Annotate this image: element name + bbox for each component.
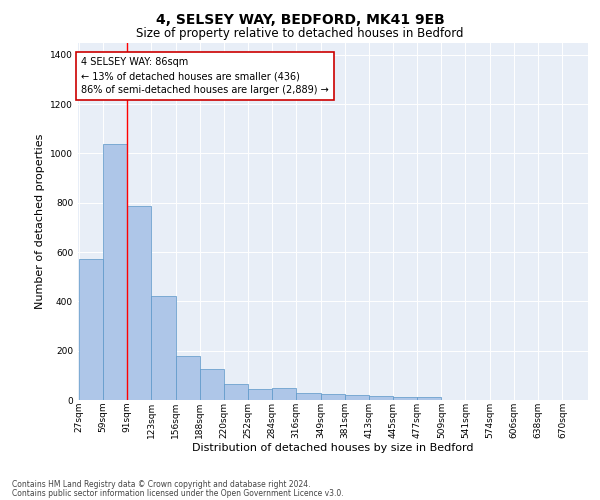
Bar — [345, 394, 369, 400]
Bar — [272, 388, 296, 400]
Text: 4 SELSEY WAY: 86sqm
← 13% of detached houses are smaller (436)
86% of semi-detac: 4 SELSEY WAY: 86sqm ← 13% of detached ho… — [81, 58, 329, 96]
Text: Contains public sector information licensed under the Open Government Licence v3: Contains public sector information licen… — [12, 489, 344, 498]
Bar — [127, 206, 151, 400]
Bar — [321, 394, 345, 400]
Bar — [369, 396, 393, 400]
Text: 4, SELSEY WAY, BEDFORD, MK41 9EB: 4, SELSEY WAY, BEDFORD, MK41 9EB — [155, 12, 445, 26]
Bar — [296, 393, 321, 400]
X-axis label: Distribution of detached houses by size in Bedford: Distribution of detached houses by size … — [192, 444, 474, 454]
Bar — [417, 397, 442, 400]
Bar — [200, 369, 224, 400]
Bar — [393, 397, 417, 400]
Bar — [224, 384, 248, 400]
Text: Size of property relative to detached houses in Bedford: Size of property relative to detached ho… — [136, 28, 464, 40]
Bar — [103, 144, 127, 400]
Y-axis label: Number of detached properties: Number of detached properties — [35, 134, 44, 309]
Bar — [79, 260, 103, 400]
Bar — [151, 296, 176, 400]
Text: Contains HM Land Registry data © Crown copyright and database right 2024.: Contains HM Land Registry data © Crown c… — [12, 480, 311, 489]
Bar — [248, 389, 272, 400]
Bar — [176, 356, 200, 400]
